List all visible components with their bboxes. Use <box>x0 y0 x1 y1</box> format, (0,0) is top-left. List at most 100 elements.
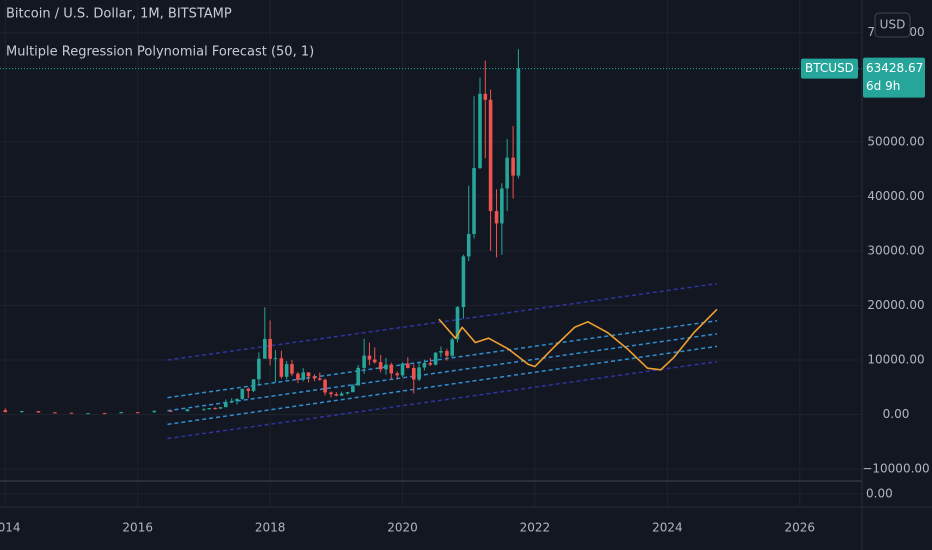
candle-body <box>500 188 504 224</box>
countdown-label: 6d 9h <box>866 79 900 93</box>
plot-area <box>0 49 862 440</box>
candle-body <box>273 358 278 360</box>
currency-button[interactable] <box>874 12 911 38</box>
currency-label[interactable]: USD <box>880 18 906 32</box>
chart-title: Bitcoin / U.S. Dollar, 1M, BITSTAMP <box>6 7 232 22</box>
candle-body <box>246 388 251 391</box>
candle-body <box>207 408 212 410</box>
candle-body <box>516 68 521 176</box>
candle-body <box>461 256 466 308</box>
x-tick-label: 2014 <box>0 521 21 535</box>
candle-body <box>213 408 217 410</box>
candle-body <box>229 401 234 403</box>
candle-body <box>511 157 515 176</box>
price-badge <box>863 57 925 98</box>
candle-body <box>351 385 355 393</box>
candle-body <box>223 402 228 408</box>
candle-body <box>411 367 416 380</box>
candle-body <box>185 409 190 412</box>
regression-band <box>167 319 718 399</box>
candle-body <box>279 358 284 377</box>
candle-body <box>466 233 471 257</box>
candle-body <box>389 364 394 374</box>
candle-body <box>362 355 366 368</box>
x-tick-label: 2022 <box>520 521 551 535</box>
grid <box>0 0 862 507</box>
candle-body <box>428 363 433 365</box>
candle-body <box>450 339 454 356</box>
candle-body <box>317 378 322 380</box>
candle-body <box>20 411 24 413</box>
candle-body <box>152 410 157 413</box>
y-tick-label: 0.00 <box>866 487 893 501</box>
x-tick-label: 2018 <box>255 521 286 535</box>
candle-body <box>53 412 57 414</box>
indicator-title: Multiple Regression Polynomial Forecast … <box>6 45 314 60</box>
symbol-badge <box>801 58 858 79</box>
candle-body <box>102 413 107 415</box>
candle-body <box>218 407 223 409</box>
candle-body <box>202 409 206 411</box>
candle-body <box>284 364 289 377</box>
candle-body <box>422 363 427 368</box>
candle-body <box>483 93 488 100</box>
candle-body <box>235 398 239 402</box>
candle-body <box>329 392 333 395</box>
candle-body <box>455 307 460 340</box>
forecast-line <box>438 308 718 371</box>
candle-body <box>478 93 482 169</box>
candle-body <box>257 358 261 380</box>
candle-body <box>488 99 493 212</box>
y-tick-label: 20000.00 <box>867 298 924 312</box>
candle-body <box>384 364 388 370</box>
candle-body <box>251 379 256 391</box>
candle-body <box>339 393 344 396</box>
x-tick-label: 2020 <box>387 521 418 535</box>
candle-body <box>135 412 140 414</box>
x-tick-label: 2026 <box>784 521 815 535</box>
candle-body <box>334 394 339 396</box>
candle-body <box>306 372 311 377</box>
candle-body <box>290 364 294 374</box>
candle-body <box>3 410 8 413</box>
candle-body <box>439 351 443 353</box>
y-tick-label: −10000.00 <box>862 462 929 476</box>
axes: −10000.00 0.00 10000.00 20000.00 30000.00 400… <box>0 25 930 534</box>
candle-body <box>445 351 449 356</box>
candle-body <box>433 352 438 365</box>
candle-body <box>240 388 245 399</box>
candle-body <box>367 355 372 360</box>
candle-body <box>69 412 74 414</box>
y-tick-label: 0.00 <box>883 407 910 421</box>
symbol-label: BTCUSD <box>805 61 854 75</box>
candle-body <box>378 362 383 370</box>
candle-body <box>323 379 327 393</box>
candle-body <box>472 168 476 234</box>
y-tick-label: 50000.00 <box>867 134 924 148</box>
candle-body <box>268 338 272 359</box>
candle-body <box>119 412 123 414</box>
candle-body <box>505 157 509 189</box>
candle-body <box>372 359 377 363</box>
candle-body <box>345 392 350 394</box>
candle-body <box>86 413 90 415</box>
regression-band <box>167 360 718 440</box>
last-price-label: 63428.67 <box>866 61 923 75</box>
regression-band <box>167 345 718 426</box>
candle-body <box>169 410 173 412</box>
regression-band <box>167 282 718 361</box>
candle-body <box>395 373 400 376</box>
candle-body <box>36 411 41 413</box>
candle-body <box>494 211 499 224</box>
y-tick-label: 10000.00 <box>867 353 924 367</box>
candle-body <box>296 373 300 380</box>
x-tick-label: 2024 <box>652 521 683 535</box>
x-tick-label: 2016 <box>122 521 153 535</box>
y-tick-label: 40000.00 <box>867 189 924 203</box>
y-tick-label: 30000.00 <box>867 243 924 257</box>
candle-body <box>301 372 306 380</box>
candle-body <box>312 376 317 379</box>
candle-body <box>417 367 421 380</box>
